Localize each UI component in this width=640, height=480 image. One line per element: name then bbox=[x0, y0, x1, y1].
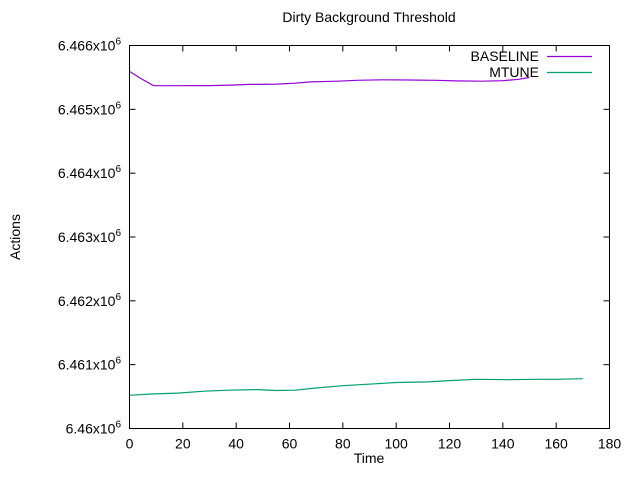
legend-entry-mtune: MTUNE bbox=[489, 64, 592, 80]
plot-area-border bbox=[129, 45, 610, 429]
legend-entry-baseline: BASELINE bbox=[471, 48, 592, 64]
y-tick-label: 6.465x106 bbox=[58, 100, 122, 117]
y-tick-label: 6.464x106 bbox=[58, 164, 122, 181]
y-tick-label: 6.463x106 bbox=[58, 228, 122, 245]
y-tick-labels: 6.46x106 6.461x106 6.462x106 6.463x106 6.464… bbox=[58, 37, 122, 437]
x-tick-label: 140 bbox=[491, 436, 515, 452]
x-tick-label: 20 bbox=[175, 436, 191, 452]
y-axis-label: Actions bbox=[7, 214, 23, 260]
x-tick-label: 100 bbox=[384, 436, 408, 452]
series-line-baseline bbox=[129, 70, 530, 87]
x-tick-label: 40 bbox=[228, 436, 244, 452]
series-lines bbox=[129, 70, 583, 396]
x-tick-label: 0 bbox=[126, 436, 134, 452]
x-tick-label: 160 bbox=[544, 436, 568, 452]
x-tick-labels: 0 20 40 60 80 100 120 140 160 180 bbox=[126, 436, 622, 452]
x-tick-label: 60 bbox=[282, 436, 298, 452]
y-tick-label: 6.461x106 bbox=[58, 356, 122, 373]
x-axis-label: Time bbox=[354, 450, 385, 466]
axis-ticks bbox=[129, 45, 610, 429]
y-tick-label: 6.466x106 bbox=[58, 37, 122, 54]
chart-title: Dirty Background Threshold bbox=[282, 9, 455, 25]
y-tick-label: 6.462x106 bbox=[58, 292, 122, 309]
legend-label-baseline: BASELINE bbox=[471, 48, 539, 64]
legend-label-mtune: MTUNE bbox=[489, 64, 539, 80]
x-tick-label: 120 bbox=[438, 436, 462, 452]
x-tick-label: 80 bbox=[335, 436, 351, 452]
x-tick-label: 180 bbox=[598, 436, 622, 452]
series-line-mtune bbox=[129, 378, 583, 396]
y-tick-label: 6.46x106 bbox=[66, 420, 122, 437]
